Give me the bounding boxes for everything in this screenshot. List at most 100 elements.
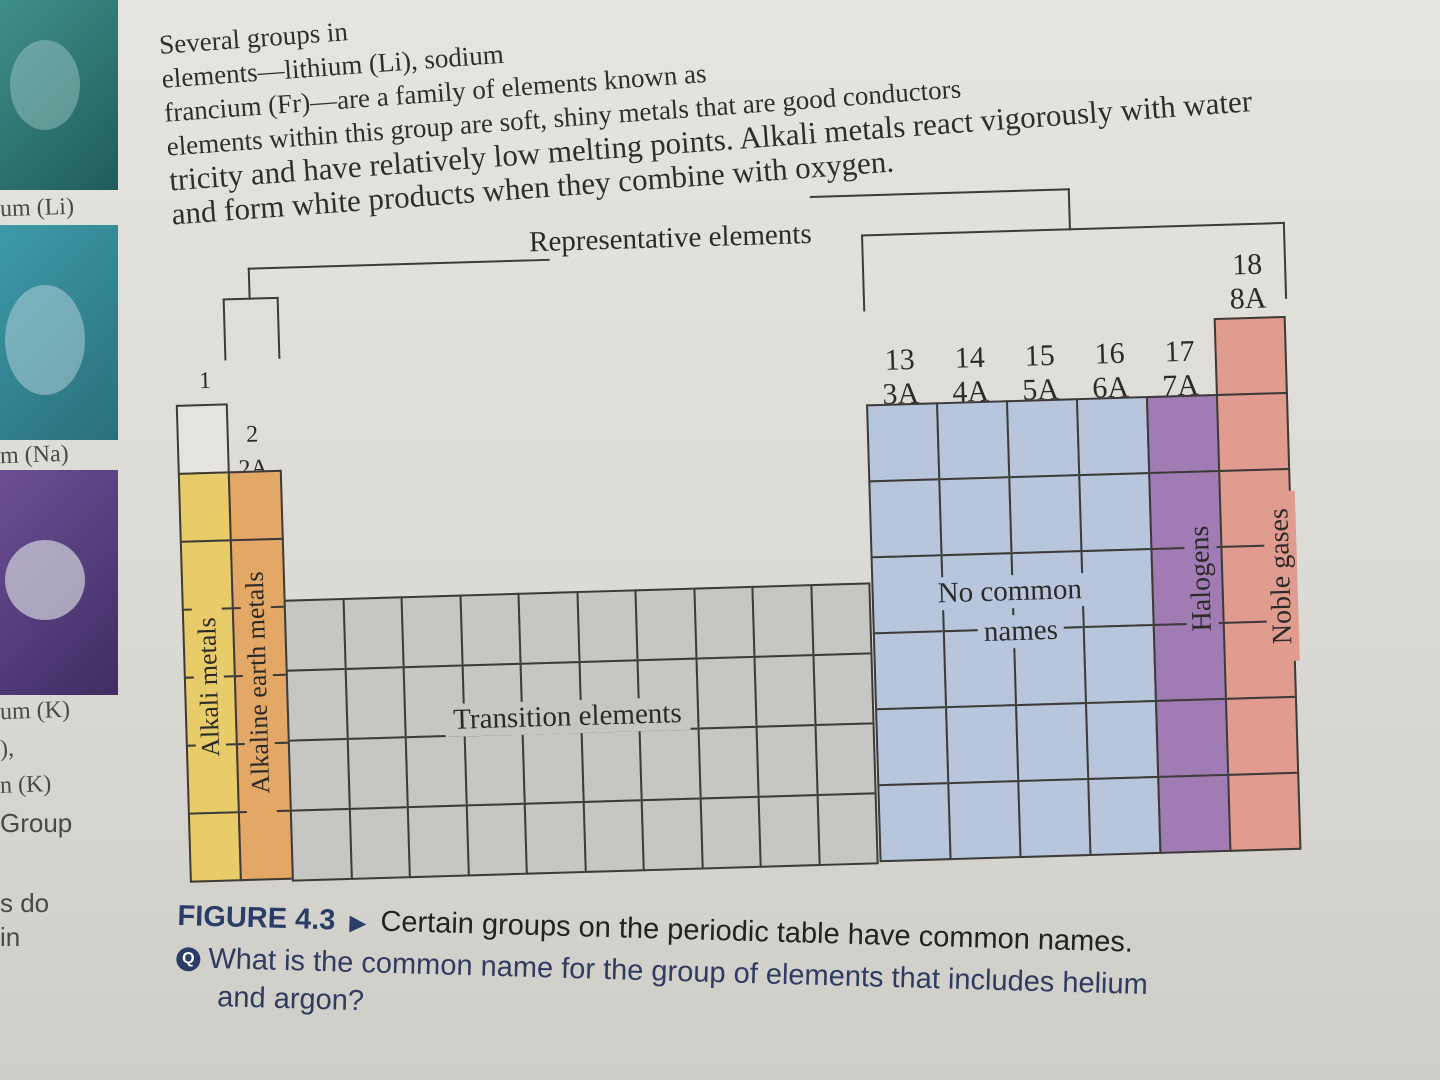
no-common-names-label-2: names xyxy=(977,613,1065,650)
caption-arrow-icon: ▶ xyxy=(349,909,367,936)
transition-cell xyxy=(634,587,698,662)
transition-cell xyxy=(404,734,468,809)
transition-cell xyxy=(463,732,526,807)
transition-cell xyxy=(465,802,528,877)
alkali-metals-label: Alkali metals xyxy=(191,606,227,768)
margin-caption-li: um (Li) xyxy=(0,193,75,223)
margin-caption-na: m (Na) xyxy=(0,440,70,470)
group-16-number: 16 xyxy=(1094,336,1126,371)
transition-cell xyxy=(400,594,464,669)
transition-cell xyxy=(289,807,353,882)
representative-cell xyxy=(947,780,1022,861)
transition-cell xyxy=(406,804,470,879)
group-17-number: 17 xyxy=(1164,334,1196,369)
noble-gas-cell xyxy=(1215,391,1291,473)
transition-cell xyxy=(699,795,762,870)
transition-cell xyxy=(348,806,411,880)
margin-caption-k2: n (K) xyxy=(0,771,52,799)
noble-gases-label: Noble gases xyxy=(1262,490,1300,662)
transition-cell xyxy=(342,596,405,671)
transition-cell xyxy=(459,592,522,667)
transition-cell xyxy=(285,667,349,742)
representative-cell xyxy=(875,706,950,787)
group-13-number: 13 xyxy=(884,342,916,377)
group-18-header: 18 8A xyxy=(1212,247,1284,317)
representative-cell xyxy=(877,782,952,863)
transition-cell xyxy=(809,582,873,657)
transition-cell xyxy=(346,736,409,810)
transition-cell xyxy=(521,731,585,805)
noble-gas-cell xyxy=(1213,315,1288,397)
potassium-photo xyxy=(0,470,118,695)
sodium-photo xyxy=(0,225,118,440)
representative-cell xyxy=(1017,777,1092,859)
transition-cell xyxy=(816,792,879,867)
transition-cell xyxy=(694,655,758,730)
halogens-label: Halogens xyxy=(1183,508,1220,650)
transition-cell xyxy=(755,724,819,798)
alkali-cell xyxy=(187,811,242,883)
representative-cell xyxy=(945,704,1020,785)
transition-cell xyxy=(757,794,821,868)
representative-cell xyxy=(1084,699,1160,781)
transition-cell xyxy=(753,654,817,728)
transition-cell xyxy=(640,797,704,872)
question-icon: Q xyxy=(176,947,201,972)
figure-number: FIGURE 4.3 xyxy=(177,900,336,937)
representative-elements-label: Representative elements xyxy=(520,217,821,260)
representative-cell xyxy=(1082,623,1157,705)
halogen-cell xyxy=(1154,697,1230,778)
transition-cell xyxy=(287,737,351,812)
margin-note-in: in xyxy=(0,922,21,952)
transition-cell xyxy=(580,729,643,804)
representative-cell xyxy=(1015,702,1090,783)
periodic-table-figure: Representative elements 1 1A 2 2A 13 3A … xyxy=(160,180,1354,885)
transition-cell xyxy=(517,591,581,665)
margin-photo-strip: um (Li) m (Na) um (K) ), n (K) Group s d… xyxy=(0,0,120,1080)
alkali-cell xyxy=(177,471,232,543)
representative-cell xyxy=(1075,396,1151,477)
transition-cell xyxy=(697,725,760,800)
group-15-number: 15 xyxy=(1024,338,1056,373)
representative-cell xyxy=(872,630,948,711)
representative-cell xyxy=(866,402,941,483)
transition-cell xyxy=(814,722,877,797)
margin-caption-fragment: ), xyxy=(0,735,15,763)
representative-cell xyxy=(936,400,1011,481)
transition-cell xyxy=(582,799,645,873)
alkaline-earth-cell xyxy=(227,469,284,542)
group-14-number: 14 xyxy=(954,340,986,375)
figure-caption: FIGURE 4.3 ▶ Certain groups on the perio… xyxy=(175,900,1378,1048)
representative-cell xyxy=(1078,472,1153,553)
representative-cell xyxy=(868,478,943,559)
transition-cell xyxy=(344,666,407,741)
transition-cell xyxy=(692,585,756,660)
bracket-left-stem xyxy=(247,258,551,300)
representative-cell xyxy=(938,476,1013,557)
representative-cell xyxy=(1008,474,1083,555)
no-common-names-label-1: No common xyxy=(931,572,1089,611)
representative-cell xyxy=(1080,548,1155,629)
halogen-cell xyxy=(1157,773,1232,854)
hydrogen-cell xyxy=(175,403,230,475)
transition-cell xyxy=(751,584,814,658)
representative-cell xyxy=(1005,398,1081,479)
noble-gas-cell xyxy=(1224,695,1300,776)
noble-gas-cell xyxy=(1227,771,1302,852)
group-2-number: 2 xyxy=(245,421,259,448)
margin-note-sdo: s do xyxy=(0,888,50,918)
transition-cell xyxy=(811,652,875,727)
halogen-cell xyxy=(1145,393,1221,475)
representative-cell xyxy=(1087,775,1162,857)
transition-cell xyxy=(575,589,639,664)
transition-cell xyxy=(523,800,587,875)
group-18-code: 8A xyxy=(1229,281,1267,316)
margin-caption-k: um (K) xyxy=(0,696,71,726)
margin-note-group: Group xyxy=(0,808,73,838)
bracket-right-stem xyxy=(809,188,1071,238)
transition-cell xyxy=(638,727,702,802)
lithium-photo xyxy=(0,0,118,190)
group-1-number: 1 xyxy=(198,367,212,395)
group-18-number: 18 xyxy=(1231,247,1263,282)
